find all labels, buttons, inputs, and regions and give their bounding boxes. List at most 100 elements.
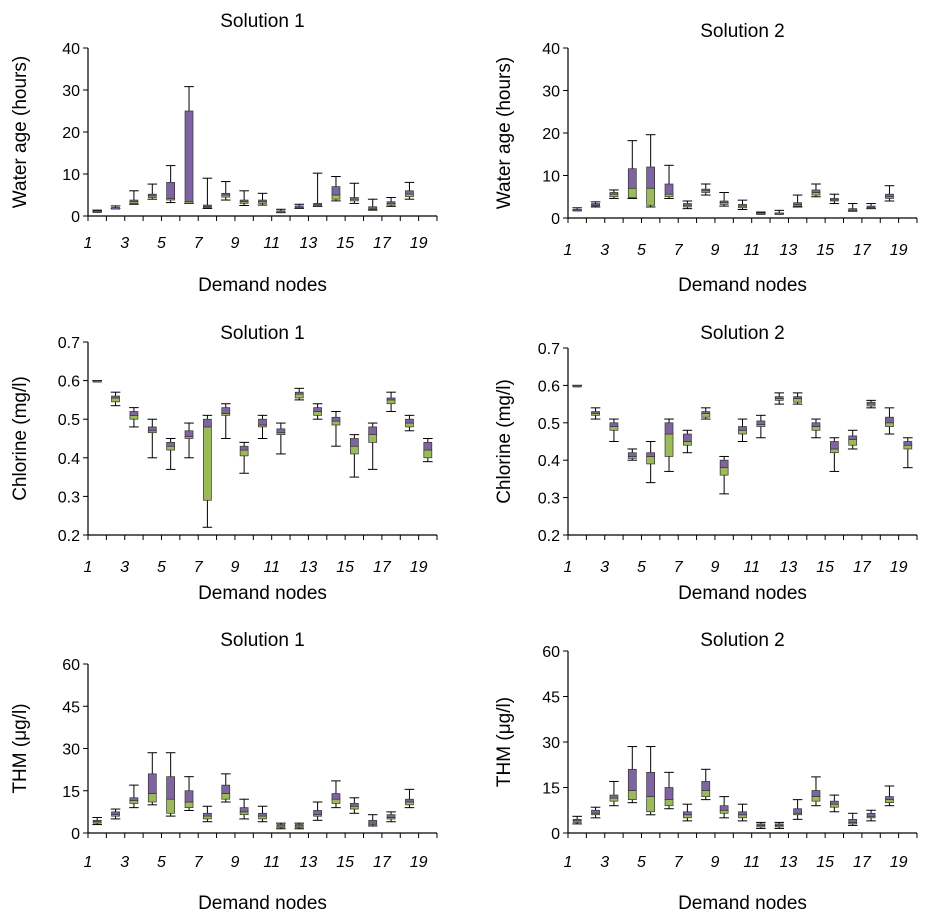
box-node-13 xyxy=(792,194,803,208)
box-upper xyxy=(756,420,766,426)
box-lower xyxy=(719,809,729,814)
box-lower xyxy=(239,449,249,457)
box-node-9 xyxy=(239,798,249,820)
box-upper xyxy=(239,445,249,451)
box-lower xyxy=(609,193,619,198)
x-tick-label: 7 xyxy=(674,559,684,576)
box-upper xyxy=(646,771,656,797)
chart-title: Solution 2 xyxy=(700,323,785,344)
box-upper xyxy=(258,199,267,203)
y-tick-label: 10 xyxy=(62,167,80,184)
box-lower xyxy=(627,790,637,800)
box-upper xyxy=(239,199,249,203)
box-lower xyxy=(848,439,858,446)
y-axis-label: Chlorine (mg/l) xyxy=(10,376,31,501)
box-node-16 xyxy=(847,203,858,212)
box-node-11 xyxy=(756,821,766,829)
box-upper xyxy=(184,430,194,437)
box-upper xyxy=(756,212,766,215)
box-upper xyxy=(701,411,711,414)
x-tick-label: 5 xyxy=(157,559,166,576)
box-upper xyxy=(885,193,894,198)
box-node-2 xyxy=(590,407,601,420)
x-tick-label: 15 xyxy=(336,559,354,576)
x-tick-label: 3 xyxy=(120,559,129,576)
box-upper xyxy=(386,397,396,401)
box-upper xyxy=(701,188,711,192)
box-upper xyxy=(166,182,176,199)
box-node-10 xyxy=(257,192,268,206)
box-node-1 xyxy=(572,384,582,388)
box-lower xyxy=(147,793,157,803)
box-upper xyxy=(386,201,396,204)
box-upper xyxy=(349,197,359,200)
box-lower xyxy=(239,811,249,816)
x-tick-label: 7 xyxy=(194,235,204,252)
x-axis-label: Demand nodes xyxy=(678,275,807,296)
box-upper xyxy=(276,210,286,213)
box-upper xyxy=(866,205,876,208)
box-node-14 xyxy=(331,410,341,447)
box-lower xyxy=(405,193,414,198)
box-lower xyxy=(719,467,729,476)
y-axis-label: THM (μg/l) xyxy=(494,697,515,787)
box-upper xyxy=(129,797,139,801)
box-lower xyxy=(885,799,894,804)
box-lower xyxy=(885,422,894,427)
box-node-12 xyxy=(774,392,785,405)
box-node-3 xyxy=(609,189,619,199)
box-lower xyxy=(811,796,821,802)
box-upper xyxy=(331,793,341,800)
box-upper xyxy=(664,422,674,435)
box-node-3 xyxy=(609,418,619,442)
box-upper xyxy=(368,819,378,824)
x-tick-label: 1 xyxy=(84,854,93,871)
x-tick-label: 7 xyxy=(194,854,204,871)
box-upper xyxy=(609,192,619,195)
box-node-5 xyxy=(165,165,176,204)
chart-title: Solution 1 xyxy=(220,630,305,651)
x-tick-label: 11 xyxy=(263,854,280,871)
box-lower xyxy=(701,790,711,797)
box-lower xyxy=(129,414,139,420)
box-upper xyxy=(294,824,304,827)
box-node-17 xyxy=(866,809,876,822)
chart-title: Solution 1 xyxy=(220,323,305,344)
box-upper xyxy=(683,203,692,206)
y-axis-label: Water age (hours) xyxy=(10,56,31,208)
box-node-10 xyxy=(257,805,268,823)
y-tick-label: 40 xyxy=(542,41,560,58)
y-tick-label: 45 xyxy=(62,699,80,716)
x-axis-label: Demand nodes xyxy=(198,583,327,604)
box-lower xyxy=(331,194,341,200)
box-upper xyxy=(147,773,157,794)
box-node-19 xyxy=(903,437,913,469)
x-axis-label: Demand nodes xyxy=(678,583,807,604)
box-node-8 xyxy=(220,403,231,439)
box-node-11 xyxy=(756,414,766,439)
box-upper xyxy=(591,203,600,206)
box-node-14 xyxy=(331,780,341,809)
x-tick-label: 19 xyxy=(410,854,428,871)
box-lower xyxy=(184,801,194,808)
box-upper xyxy=(738,811,747,816)
box-node-3 xyxy=(609,780,619,807)
box-upper xyxy=(848,818,858,823)
box-node-11 xyxy=(756,211,766,215)
box-node-18 xyxy=(884,785,895,807)
box-node-5 xyxy=(165,438,176,470)
y-tick-label: 30 xyxy=(542,735,560,752)
box-upper xyxy=(627,452,637,457)
box-node-5 xyxy=(645,746,656,816)
x-tick-label: 7 xyxy=(194,559,204,576)
box-upper xyxy=(719,200,729,204)
box-upper xyxy=(166,442,176,447)
box-lower xyxy=(423,449,433,459)
box-node-3 xyxy=(129,784,139,809)
box-node-9 xyxy=(239,441,249,474)
box-lower xyxy=(203,815,212,820)
box-node-13 xyxy=(312,172,323,207)
y-tick-label: 20 xyxy=(62,125,80,142)
